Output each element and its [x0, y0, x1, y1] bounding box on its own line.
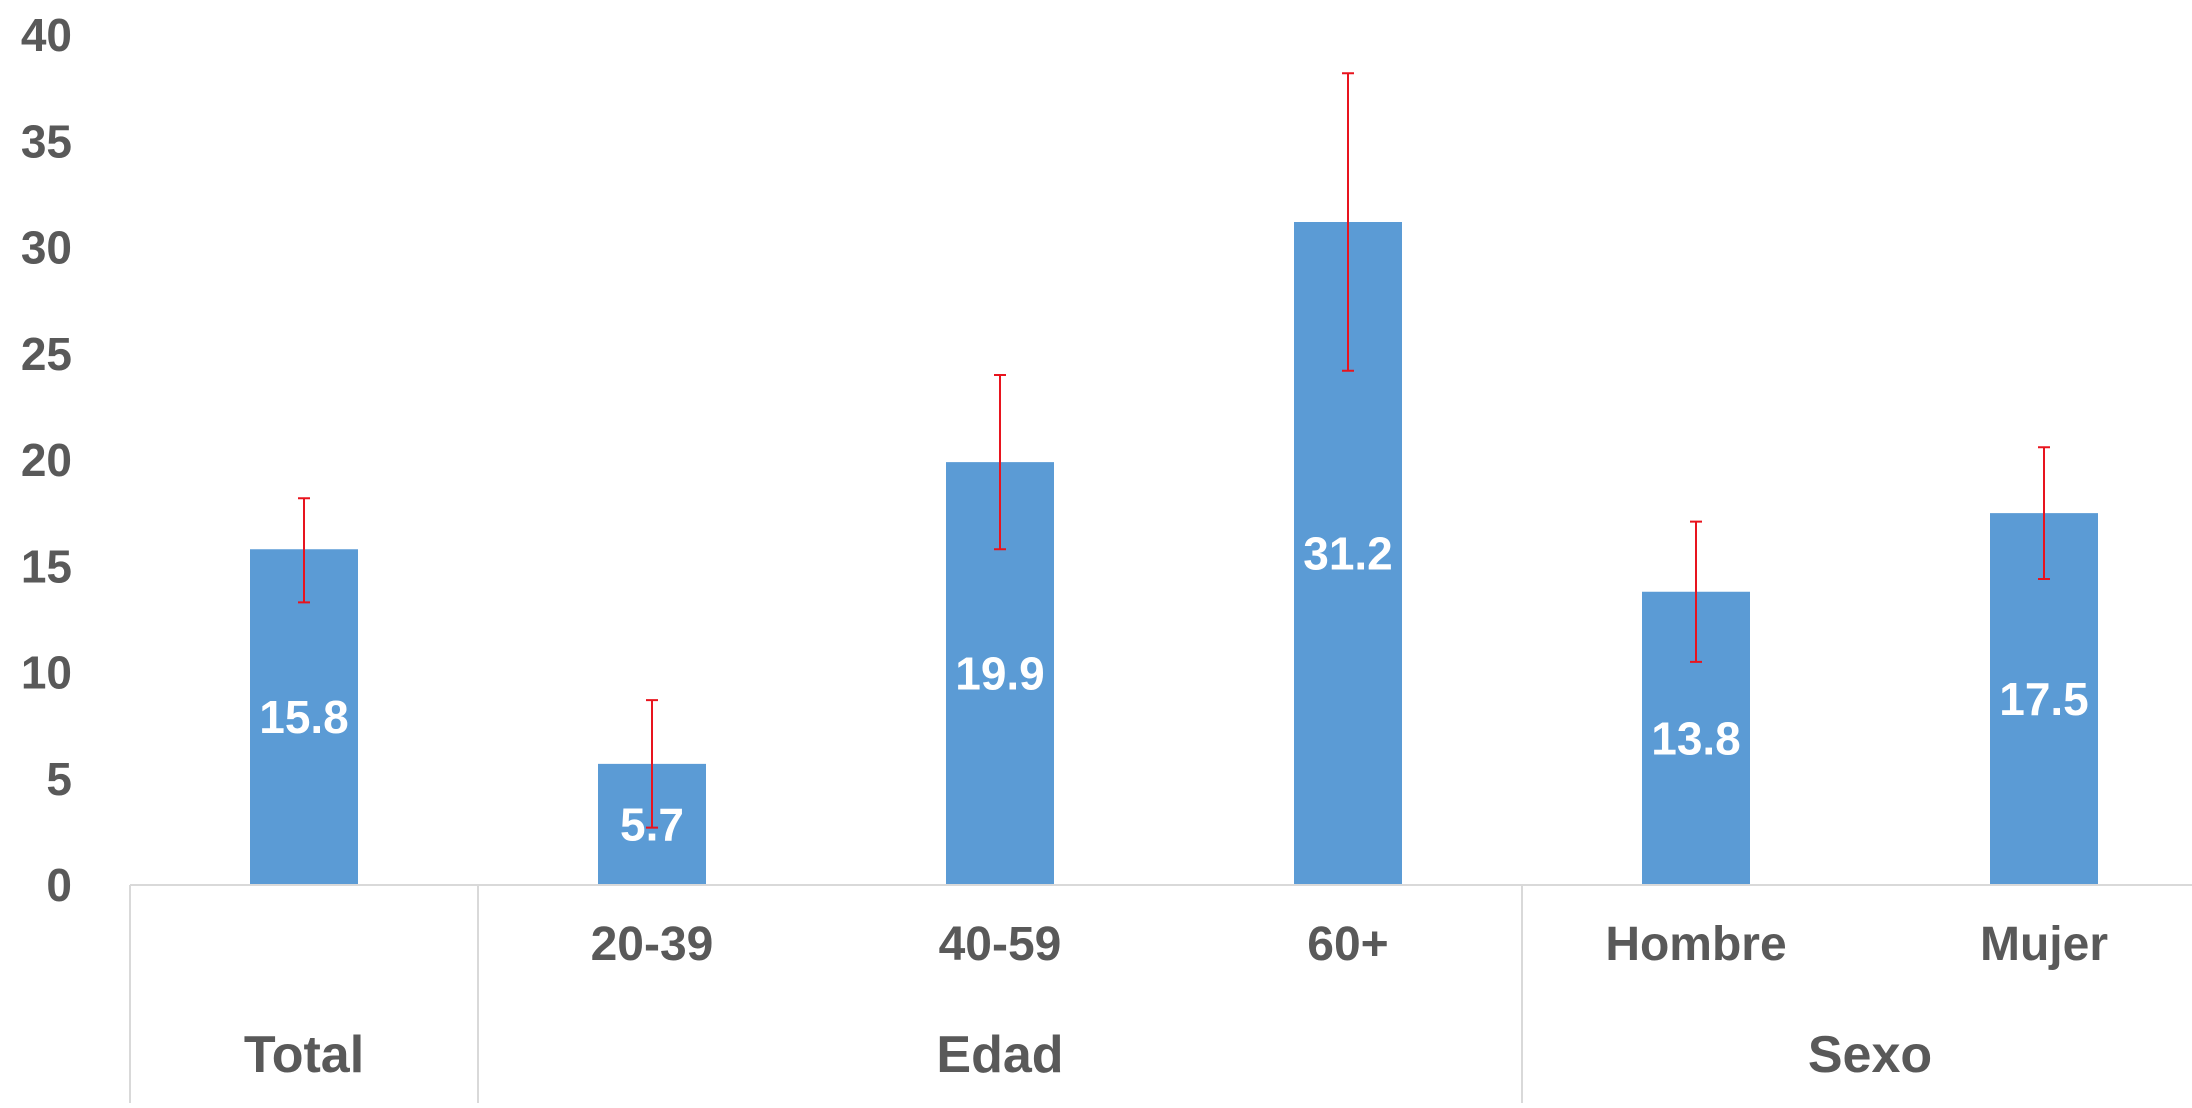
category-axis — [129, 884, 2192, 1103]
group-label: Sexo — [1808, 1026, 1932, 1084]
bars-layer — [250, 222, 2098, 885]
bar — [250, 549, 358, 885]
y-tick-label: 25 — [21, 328, 72, 380]
data-label: 15.8 — [259, 691, 349, 743]
y-axis-ticks: 0 5 10 15 20 25 30 35 40 — [21, 9, 72, 911]
y-tick-label: 15 — [21, 540, 72, 592]
x-axis-ticks: 20-39 40-59 60+ Hombre Mujer — [591, 918, 2108, 971]
group-label: Total — [244, 1026, 364, 1084]
data-labels-layer: 15.8 5.7 19.9 31.2 13.8 17.5 — [259, 528, 2089, 851]
y-tick-label: 35 — [21, 115, 72, 167]
x-tick-label: Hombre — [1605, 918, 1786, 971]
group-labels: Total Edad Sexo — [244, 1026, 1932, 1084]
data-label: 17.5 — [1999, 673, 2089, 725]
data-label: 13.8 — [1651, 712, 1741, 764]
y-tick-label: 10 — [21, 647, 72, 699]
x-tick-label: 40-59 — [939, 918, 1062, 971]
data-label: 31.2 — [1303, 528, 1393, 580]
group-label: Edad — [936, 1026, 1063, 1084]
error-bars-layer — [298, 72, 2050, 829]
y-tick-label: 20 — [21, 434, 72, 486]
y-tick-label: 5 — [46, 753, 72, 805]
y-tick-label: 30 — [21, 222, 72, 274]
data-label: 19.9 — [955, 648, 1045, 700]
x-tick-label: 60+ — [1307, 918, 1388, 971]
data-label: 5.7 — [620, 798, 684, 850]
y-tick-label: 40 — [21, 9, 72, 61]
x-tick-label: Mujer — [1980, 918, 2108, 971]
y-tick-label: 0 — [46, 859, 72, 911]
x-tick-label: 20-39 — [591, 918, 714, 971]
